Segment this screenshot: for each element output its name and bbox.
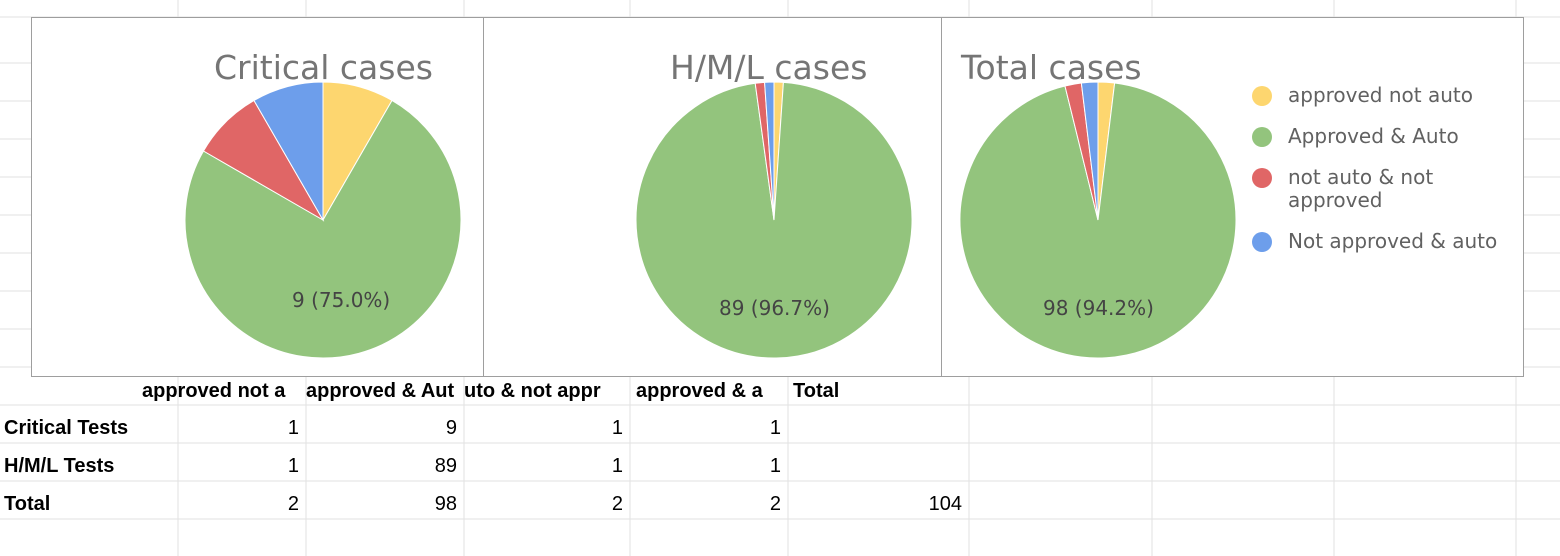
- chart-title: H/M/L cases: [670, 48, 868, 87]
- chart-hml-cases[interactable]: H/M/L cases 89 (96.7%): [483, 17, 942, 377]
- chart-critical-cases[interactable]: Critical cases 9 (75.0%): [31, 17, 484, 377]
- table-header-approved-auto[interactable]: approved & Aut: [306, 380, 455, 402]
- table-cell[interactable]: 1: [287, 455, 299, 477]
- table-cell[interactable]: 1: [611, 455, 623, 477]
- table-cell[interactable]: 2: [287, 493, 299, 515]
- legend-item: approved not auto: [1252, 84, 1522, 107]
- table-cell[interactable]: 1: [287, 417, 299, 439]
- legend-dot-red-icon: [1252, 168, 1272, 188]
- legend-label: not auto & not approved: [1288, 165, 1434, 212]
- table-cell[interactable]: 2: [769, 493, 781, 515]
- table-cell[interactable]: 2: [611, 493, 623, 515]
- legend-label: Approved & Auto: [1288, 124, 1459, 148]
- legend-label: Not approved & auto: [1288, 229, 1498, 253]
- table-cell[interactable]: 1: [769, 455, 781, 477]
- legend-item: Approved & Auto: [1252, 125, 1522, 148]
- table-cell[interactable]: 9: [445, 417, 457, 439]
- chart-title: Critical cases: [214, 48, 433, 87]
- slice-label-approved-auto: 89 (96.7%): [719, 296, 830, 320]
- table-cell[interactable]: 98: [434, 493, 457, 515]
- table-header-approved-not-auto[interactable]: approved not a: [142, 380, 286, 402]
- slice-label-approved-auto: 98 (94.2%): [1043, 296, 1154, 320]
- pie-hml: [635, 81, 913, 359]
- table-cell[interactable]: 104: [928, 493, 962, 515]
- row-label-critical-tests[interactable]: Critical Tests: [4, 417, 129, 439]
- table-header-not-auto-not-approved[interactable]: uto & not appr: [464, 380, 601, 402]
- slice-label-approved-auto: 9 (75.0%): [292, 288, 391, 312]
- chart-total-cases[interactable]: Total cases 98 (94.2%) approved not auto…: [941, 17, 1524, 377]
- legend-label: approved not auto: [1288, 83, 1473, 107]
- table-cell[interactable]: [788, 448, 969, 484]
- table-cell[interactable]: [788, 410, 969, 446]
- table-header-total[interactable]: Total: [793, 380, 840, 402]
- slice-not-approved-and-auto[interactable]: [1080, 81, 1099, 221]
- slice-not-approved-and-auto[interactable]: [253, 81, 324, 222]
- slice-approved-and-auto[interactable]: [184, 99, 462, 359]
- legend-item: not auto & not approved: [1252, 166, 1522, 212]
- table-cell[interactable]: 89: [434, 455, 457, 477]
- chart-title: Total cases: [961, 48, 1142, 87]
- row-label-total[interactable]: Total: [4, 493, 51, 515]
- legend-dot-green-icon: [1252, 127, 1272, 147]
- slice-not-approved-and-auto[interactable]: [764, 81, 775, 221]
- table-cell[interactable]: 1: [769, 417, 781, 439]
- slice-approved-and-auto[interactable]: [959, 82, 1237, 359]
- legend-item: Not approved & auto: [1252, 230, 1522, 253]
- slice-approved-and-auto[interactable]: [635, 81, 913, 359]
- pie-critical: [184, 81, 462, 359]
- table-header-not-approved-auto[interactable]: approved & a: [636, 380, 763, 402]
- chart-legend: approved not auto Approved & Auto not au…: [1252, 84, 1522, 271]
- row-label-hml-tests[interactable]: H/M/L Tests: [4, 455, 115, 477]
- legend-dot-blue-icon: [1252, 232, 1272, 252]
- legend-dot-yellow-icon: [1252, 86, 1272, 106]
- table-cell[interactable]: 1: [611, 417, 623, 439]
- pie-total: [959, 81, 1237, 359]
